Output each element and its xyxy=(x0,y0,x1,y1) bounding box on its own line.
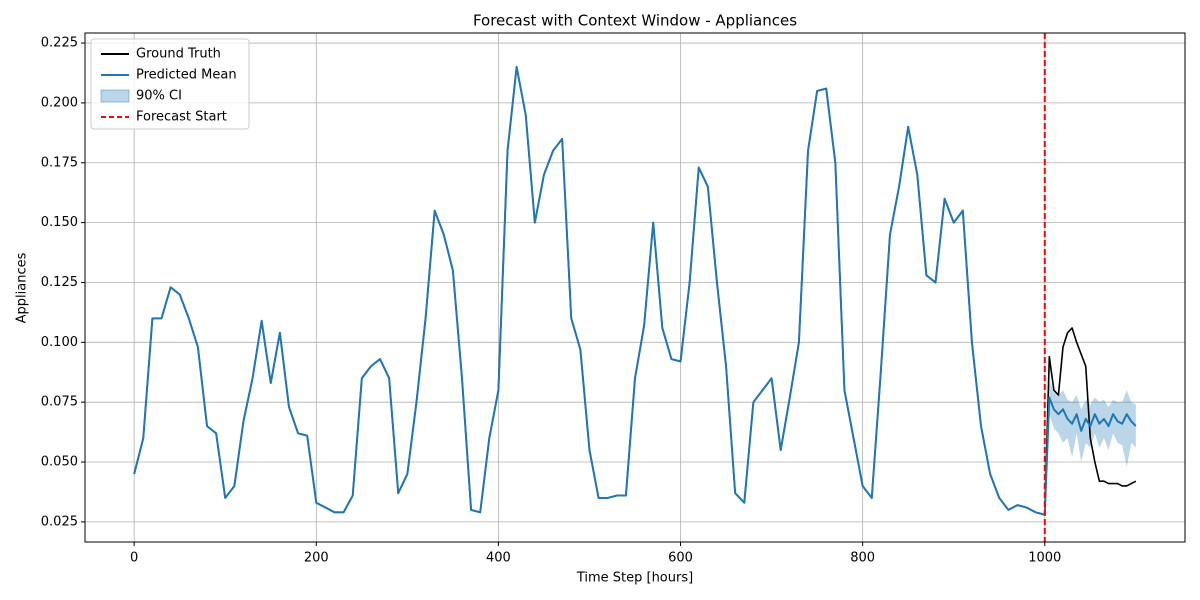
y-tick-label: 0.225 xyxy=(41,36,78,51)
legend-label: Ground Truth xyxy=(136,47,221,62)
x-tick-label: 1000 xyxy=(1028,551,1061,566)
chart-title: Forecast with Context Window - Appliance… xyxy=(473,12,797,30)
x-tick-label: 800 xyxy=(850,551,875,566)
y-tick-label: 0.175 xyxy=(41,155,78,170)
legend-box xyxy=(90,38,250,130)
plot-frame xyxy=(84,32,1186,543)
y-tick-label: 0.150 xyxy=(41,215,78,230)
y-tick-label: 0.050 xyxy=(41,455,78,470)
y-tick-label: 0.125 xyxy=(41,275,78,290)
x-tick-label: 400 xyxy=(486,551,511,566)
y-tick-label: 0.075 xyxy=(41,395,78,410)
legend-label: Forecast Start xyxy=(136,110,227,125)
ci-band xyxy=(1049,380,1136,467)
legend-label: Predicted Mean xyxy=(136,68,237,83)
y-tick-label: 0.025 xyxy=(41,514,78,529)
y-axis-label: Appliances xyxy=(15,252,30,323)
x-tick-label: 200 xyxy=(304,551,329,566)
y-tick-label: 0.200 xyxy=(41,95,78,110)
x-axis-label: Time Step [hours] xyxy=(576,571,693,586)
x-tick-label: 0 xyxy=(130,551,138,566)
y-tick-label: 0.100 xyxy=(41,335,78,350)
series-line xyxy=(133,65,1137,516)
legend-label: 90% CI xyxy=(136,89,182,104)
x-tick-label: 600 xyxy=(668,551,693,566)
legend-swatch xyxy=(100,89,130,103)
